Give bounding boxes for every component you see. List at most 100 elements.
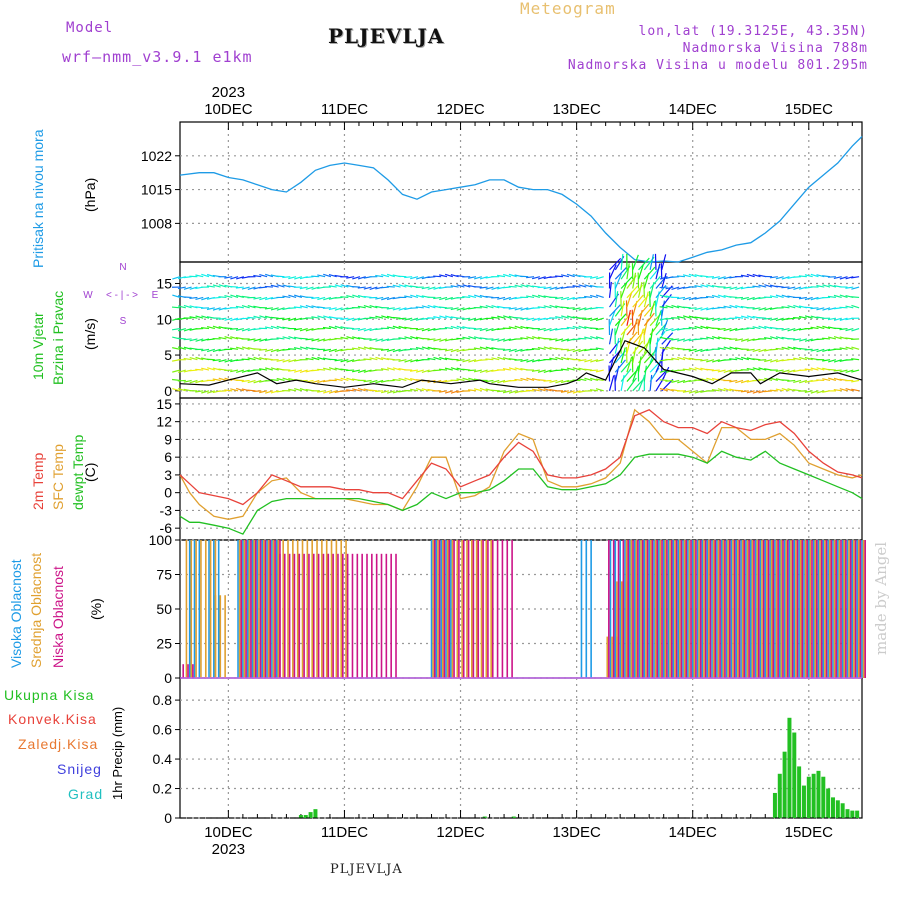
wind-arrow bbox=[317, 379, 326, 384]
wind-arrow bbox=[207, 367, 216, 371]
temp-ytick-label: 0 bbox=[164, 485, 172, 501]
wind-arrow bbox=[265, 390, 274, 394]
wind-arrow bbox=[218, 284, 227, 288]
precip-bar bbox=[801, 785, 806, 818]
wind-arrow bbox=[735, 305, 744, 309]
wind-arrow bbox=[549, 357, 558, 361]
wind-arrow bbox=[508, 307, 517, 310]
precip-bars bbox=[298, 717, 860, 818]
wind-arrow bbox=[479, 327, 488, 332]
compass-arrows: < - | - > bbox=[106, 290, 138, 301]
wind-arrow bbox=[398, 325, 407, 330]
footer-station: PLJEVLJA bbox=[330, 862, 403, 877]
wind-arrow bbox=[288, 388, 297, 392]
bottom-year-label: 2023 bbox=[212, 841, 245, 858]
wind-arrow bbox=[851, 369, 860, 373]
wind-arrow bbox=[462, 284, 471, 288]
wind-arrow bbox=[264, 307, 273, 310]
wind-arrow bbox=[479, 387, 488, 392]
precip-bar bbox=[840, 803, 845, 818]
wind-arrow bbox=[235, 286, 244, 289]
wind-arrow bbox=[346, 276, 355, 279]
wind-arrow bbox=[479, 276, 488, 280]
wind-arrow bbox=[218, 317, 227, 320]
wind-arrow bbox=[467, 327, 477, 330]
wind-arrow bbox=[758, 348, 767, 353]
precip-bar bbox=[792, 732, 797, 818]
wind-arrow bbox=[212, 378, 221, 382]
wind-arrow bbox=[386, 296, 395, 301]
wind-arrow bbox=[845, 346, 854, 350]
wind-arrow bbox=[677, 379, 686, 384]
wind-arrow bbox=[705, 368, 715, 371]
wind-arrow bbox=[632, 319, 638, 336]
cloud-series-2 bbox=[182, 540, 866, 678]
wind-arrow bbox=[218, 377, 227, 382]
wind-arrow bbox=[845, 387, 854, 392]
wind-arrow bbox=[288, 307, 297, 310]
wind-arrow bbox=[608, 310, 616, 326]
wind-arrow bbox=[456, 359, 465, 362]
wind-arrow bbox=[769, 317, 778, 321]
wind-arrow bbox=[632, 254, 639, 271]
wind-arrow bbox=[694, 348, 703, 353]
top-day-label: 10DEC bbox=[204, 101, 253, 118]
wind-arrow bbox=[444, 296, 453, 301]
wind-arrow bbox=[462, 368, 471, 371]
wind-arrow bbox=[502, 390, 511, 394]
wind-arrow bbox=[444, 326, 453, 330]
wind-arrow bbox=[793, 338, 802, 341]
wind-arrow bbox=[467, 369, 477, 372]
precip-bar bbox=[772, 792, 777, 818]
wind-arrow bbox=[334, 284, 343, 288]
wind-arrow bbox=[810, 296, 819, 301]
wind-arrow bbox=[410, 388, 419, 392]
wind-arrow bbox=[746, 338, 755, 342]
wind-arrow bbox=[787, 369, 796, 373]
wind-arrow bbox=[833, 369, 842, 372]
wind-arrow bbox=[427, 286, 436, 290]
wind-arrow bbox=[433, 316, 442, 319]
wind-arrow bbox=[781, 306, 790, 309]
wind-arrow bbox=[717, 388, 726, 392]
wind-arrow bbox=[340, 296, 349, 299]
wind-arrow bbox=[514, 316, 523, 319]
wind-arrow bbox=[375, 338, 384, 342]
wind-arrow bbox=[717, 294, 726, 299]
wind-arrow bbox=[410, 276, 419, 280]
wind-arrow bbox=[638, 303, 650, 317]
wind-arrow bbox=[740, 274, 749, 278]
wind-arrow bbox=[485, 358, 494, 361]
temp-ytick-label: 15 bbox=[156, 396, 172, 412]
precip-ytick-label: 0.6 bbox=[153, 722, 173, 738]
wind-arrow bbox=[649, 300, 656, 317]
model-name: wrf—nmm_v3.9.1 e1km bbox=[62, 48, 253, 66]
wind-arrow bbox=[833, 276, 842, 279]
wind-arrow bbox=[259, 348, 268, 351]
wind-arrow bbox=[520, 359, 529, 362]
wind-arrow bbox=[236, 276, 245, 280]
wind-arrow bbox=[520, 307, 529, 311]
wind-arrow bbox=[439, 338, 448, 342]
wind-arrow bbox=[456, 284, 465, 288]
wind-arrow bbox=[787, 379, 796, 382]
wind-arrow bbox=[555, 275, 564, 278]
wind-arrow bbox=[288, 369, 297, 372]
wind-arrow bbox=[781, 276, 790, 280]
wind-arrow bbox=[212, 348, 221, 353]
wind-arrow bbox=[643, 291, 649, 308]
wind-arrow bbox=[276, 275, 285, 278]
wind-arrow bbox=[643, 358, 654, 373]
wind-arrow bbox=[655, 310, 662, 326]
wind-arrow bbox=[270, 390, 279, 394]
wind-arrow bbox=[566, 367, 575, 371]
wind-arrow bbox=[810, 379, 819, 382]
wind-arrow bbox=[421, 305, 430, 309]
top-day-label: 12DEC bbox=[436, 101, 485, 118]
wind-arrow bbox=[183, 338, 192, 341]
bottom-day-label: 10DEC bbox=[204, 824, 253, 841]
wind-arrow bbox=[288, 359, 297, 363]
wind-arrow bbox=[317, 368, 326, 371]
wind-arrow bbox=[793, 327, 802, 332]
wind-arrow bbox=[798, 347, 807, 350]
